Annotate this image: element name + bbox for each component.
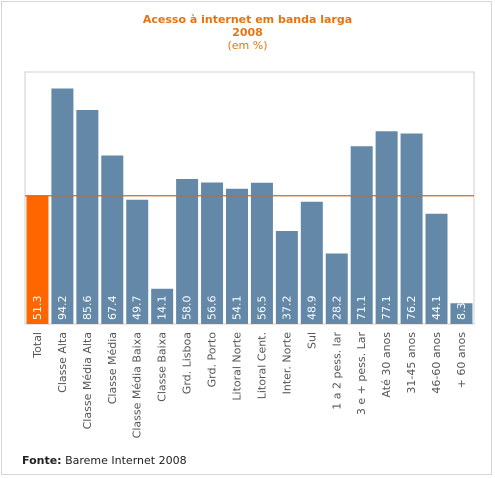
bar-value-label: 8.3 xyxy=(455,303,468,321)
bar xyxy=(400,133,423,324)
bar xyxy=(250,182,273,324)
bar-value-label: 76.2 xyxy=(405,296,418,321)
plot-area xyxy=(24,71,475,325)
source-text: Bareme Internet 2008 xyxy=(65,454,187,467)
bar xyxy=(450,303,473,324)
bar xyxy=(350,146,373,324)
bar-value-label: 51.3 xyxy=(31,296,44,321)
category-label: 31-45 anos xyxy=(405,332,418,394)
category-label: Litoral Cent. xyxy=(255,332,268,399)
category-label: Litoral Norte xyxy=(230,332,243,401)
bar xyxy=(126,199,149,324)
bar-value-label: 37.2 xyxy=(280,296,293,321)
source-note: Fonte: Bareme Internet 2008 xyxy=(22,454,187,467)
category-label: Classe Média xyxy=(106,332,119,404)
bar-value-label: 44.1 xyxy=(430,296,443,321)
bar xyxy=(151,288,174,324)
category-label: Inter. Norte xyxy=(280,332,293,395)
bar xyxy=(425,213,448,324)
bar xyxy=(76,110,99,324)
category-label: Classe Alta xyxy=(56,332,69,393)
category-label: Até 30 anos xyxy=(380,332,393,398)
category-label: Total xyxy=(31,332,44,359)
category-label: Grd. Porto xyxy=(206,332,219,388)
bar xyxy=(176,179,199,324)
bar-value-label: 48.9 xyxy=(305,296,318,321)
bar-value-label: 67.4 xyxy=(106,296,119,321)
bar-value-label: 94.2 xyxy=(56,296,69,321)
bar-value-label: 77.1 xyxy=(380,296,393,321)
bar-value-label: 71.1 xyxy=(355,296,368,321)
category-label: Classe Média Alta xyxy=(81,332,94,429)
bar-value-label: 14.1 xyxy=(156,296,169,321)
category-label: Sul xyxy=(305,332,318,349)
bar-value-label: 56.5 xyxy=(255,296,268,321)
category-label: 1 a 2 pess. lar xyxy=(330,332,343,410)
chart-year: 2008 xyxy=(232,26,263,39)
bar xyxy=(225,188,248,324)
bar xyxy=(101,155,124,324)
chart-subtitle: (em %) xyxy=(227,39,268,52)
bar xyxy=(26,195,49,324)
source-label: Fonte: xyxy=(22,454,62,467)
category-label: 3 e + pess. Lar xyxy=(355,332,368,416)
chart-title: Acesso à internet em banda larga xyxy=(142,13,353,26)
bar-value-label: 85.6 xyxy=(81,296,94,321)
category-label: Classe Baixa xyxy=(156,332,169,402)
bar xyxy=(375,131,398,324)
bar-value-label: 58.0 xyxy=(181,296,194,321)
bar-value-label: 28.2 xyxy=(330,296,343,321)
bar-value-label: 49.7 xyxy=(131,296,144,321)
bar-value-label: 56.6 xyxy=(206,296,219,321)
category-label: 46-60 anos xyxy=(430,332,443,394)
category-label: Grd. Lisboa xyxy=(181,332,194,394)
bar xyxy=(51,88,74,324)
bar xyxy=(201,182,224,324)
bar xyxy=(275,231,298,324)
bar xyxy=(300,201,323,324)
category-label: Classe Média Baixa xyxy=(131,332,144,438)
bar xyxy=(325,253,348,324)
category-label: + 60 anos xyxy=(455,332,468,389)
bar-value-label: 54.1 xyxy=(230,296,243,321)
